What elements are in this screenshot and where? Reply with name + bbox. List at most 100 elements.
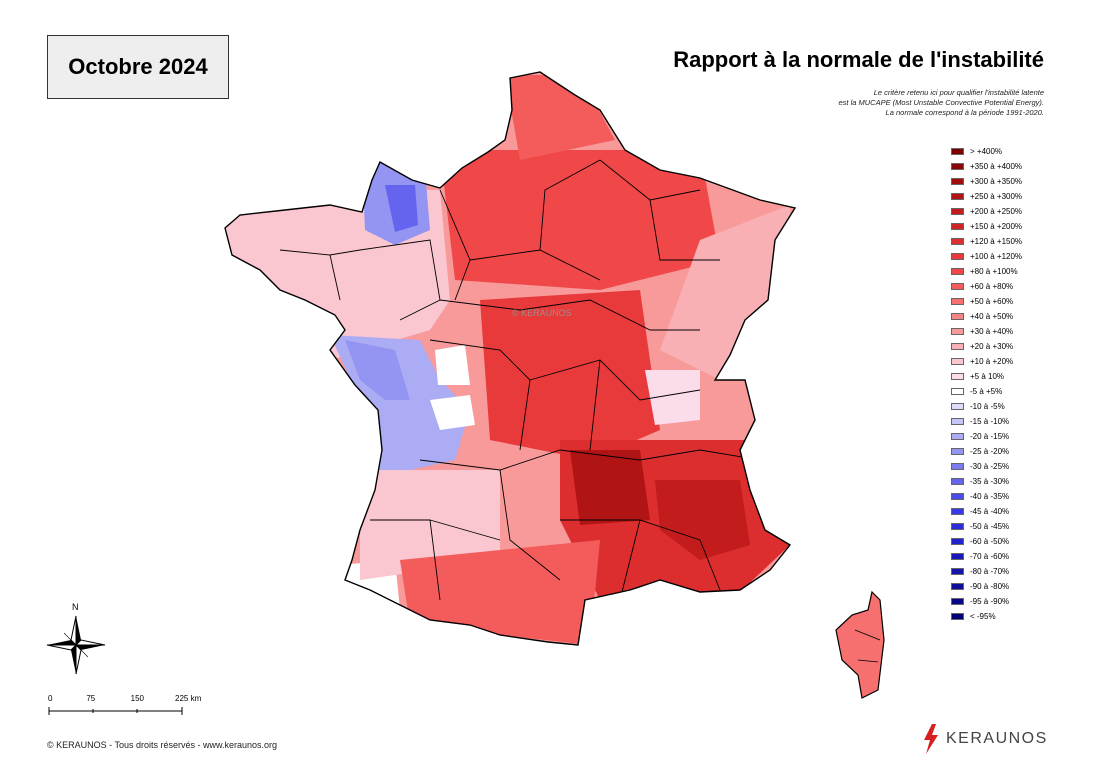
legend-item: +60 à +80%: [951, 279, 1022, 294]
legend-item: +80 à +100%: [951, 264, 1022, 279]
legend-label: +80 à +100%: [970, 267, 1018, 276]
legend-swatch: [951, 463, 964, 470]
legend-item: +350 à +400%: [951, 159, 1022, 174]
zone-vendee: [345, 340, 410, 400]
legend-item: +100 à +120%: [951, 249, 1022, 264]
legend-item: +30 à +40%: [951, 324, 1022, 339]
legend-label: +30 à +40%: [970, 327, 1014, 336]
legend-label: -25 à -20%: [970, 447, 1010, 456]
legend-label: -40 à -35%: [970, 492, 1010, 501]
legend-label: -20 à -15%: [970, 432, 1010, 441]
legend-swatch: [951, 403, 964, 410]
legend-swatch: [951, 223, 964, 230]
scale-tick-label: 75: [86, 694, 96, 703]
legend-swatch: [951, 583, 964, 590]
legend-label: -60 à -50%: [970, 537, 1010, 546]
scale-tick-label: 0: [48, 694, 53, 703]
legend-label: < -95%: [970, 612, 996, 621]
legend-label: -35 à -30%: [970, 477, 1010, 486]
legend-label: -10 à -5%: [970, 402, 1005, 411]
legend-item: -35 à -30%: [951, 474, 1022, 489]
legend-swatch: [951, 418, 964, 425]
legend-label: +40 à +50%: [970, 312, 1014, 321]
legend-item: +10 à +20%: [951, 354, 1022, 369]
legend-label: -5 à +5%: [970, 387, 1003, 396]
criteria-line-3: La normale correspond à la période 1991-…: [885, 108, 1044, 117]
legend-swatch: [951, 523, 964, 530]
legend-label: +10 à +20%: [970, 357, 1014, 366]
legend-label: > +400%: [970, 147, 1003, 156]
legend-label: -70 à -60%: [970, 552, 1010, 561]
north-label: N: [72, 602, 79, 612]
legend-swatch: [951, 388, 964, 395]
legend-label: -15 à -10%: [970, 417, 1010, 426]
legend-label: -30 à -25%: [970, 462, 1010, 471]
legend-swatch: [951, 253, 964, 260]
criteria-line-1: Le critère retenu ici pour qualifier l'i…: [873, 88, 1044, 97]
legend-label: +200 à +250%: [970, 207, 1023, 216]
zone-neutral-2: [435, 345, 470, 385]
logo-text: KERAUNOS: [946, 730, 1048, 747]
date-box: Octobre 2024: [47, 35, 229, 99]
zone-cotentin-core: [385, 185, 418, 232]
legend-label: -45 à -40%: [970, 507, 1010, 516]
map-title: Rapport à la normale de l'instabilité: [673, 47, 1044, 72]
legend-item: +40 à +50%: [951, 309, 1022, 324]
legend-item: +200 à +250%: [951, 204, 1022, 219]
legend-swatch: [951, 538, 964, 545]
legend-swatch: [951, 448, 964, 455]
zone-jura: [645, 370, 700, 425]
legend-swatch: [951, 193, 964, 200]
north-arrow: N: [45, 602, 107, 678]
corsica-borders: [854, 629, 881, 663]
legend-item: -10 à -5%: [951, 399, 1022, 414]
legend-label: -95 à -90%: [970, 597, 1010, 606]
legend-swatch: [951, 358, 964, 365]
legend-swatch: [951, 283, 964, 290]
legend-item: +300 à +350%: [951, 174, 1022, 189]
legend-swatch: [951, 238, 964, 245]
lightning-icon: [924, 724, 938, 754]
legend-item: +150 à +200%: [951, 219, 1022, 234]
legend-label: +100 à +120%: [970, 252, 1023, 261]
legend-swatch: [951, 373, 964, 380]
legend-item: > +400%: [951, 144, 1022, 159]
legend-item: -25 à -20%: [951, 444, 1022, 459]
zone-alps: [655, 480, 750, 560]
criteria-line-2: est la MUCAPE (Most Unstable Convective …: [838, 98, 1045, 107]
legend-label: +250 à +300%: [970, 192, 1023, 201]
legend-item: -20 à -15%: [951, 429, 1022, 444]
zone-southwest: [360, 470, 500, 580]
criteria-note: Le critère retenu ici pour qualifier l'i…: [724, 88, 1045, 118]
legend-item: +250 à +300%: [951, 189, 1022, 204]
legend-swatch: [951, 508, 964, 515]
legend-item: -60 à -50%: [951, 534, 1022, 549]
legend-label: -50 à -45%: [970, 522, 1010, 531]
legend-swatch: [951, 148, 964, 155]
legend-swatch: [951, 163, 964, 170]
legend-label: +50 à +60%: [970, 297, 1014, 306]
compass-rose-icon: [46, 615, 106, 675]
legend-item: +20 à +30%: [951, 339, 1022, 354]
legend-label: -80 à -70%: [970, 567, 1010, 576]
legend-item: -90 à -80%: [951, 579, 1022, 594]
zone-massif-central: [570, 450, 650, 525]
legend-swatch: [951, 433, 964, 440]
scale-line: [48, 707, 183, 715]
zone-pyrenees: [400, 540, 600, 645]
legend-item: -5 à +5%: [951, 384, 1022, 399]
department-borders: [279, 159, 761, 601]
legend-label: +5 à 10%: [970, 372, 1005, 381]
legend-item: -30 à -25%: [951, 459, 1022, 474]
legend-item: < -95%: [951, 609, 1022, 624]
legend-swatch: [951, 313, 964, 320]
legend-item: -50 à -45%: [951, 519, 1022, 534]
legend-swatch: [951, 553, 964, 560]
legend-swatch: [951, 343, 964, 350]
legend-item: -70 à -60%: [951, 549, 1022, 564]
scale-tick-label: 150: [130, 694, 145, 703]
legend-item: +50 à +60%: [951, 294, 1022, 309]
legend-item: -95 à -90%: [951, 594, 1022, 609]
scale-tick-label: 225 km: [175, 694, 202, 703]
